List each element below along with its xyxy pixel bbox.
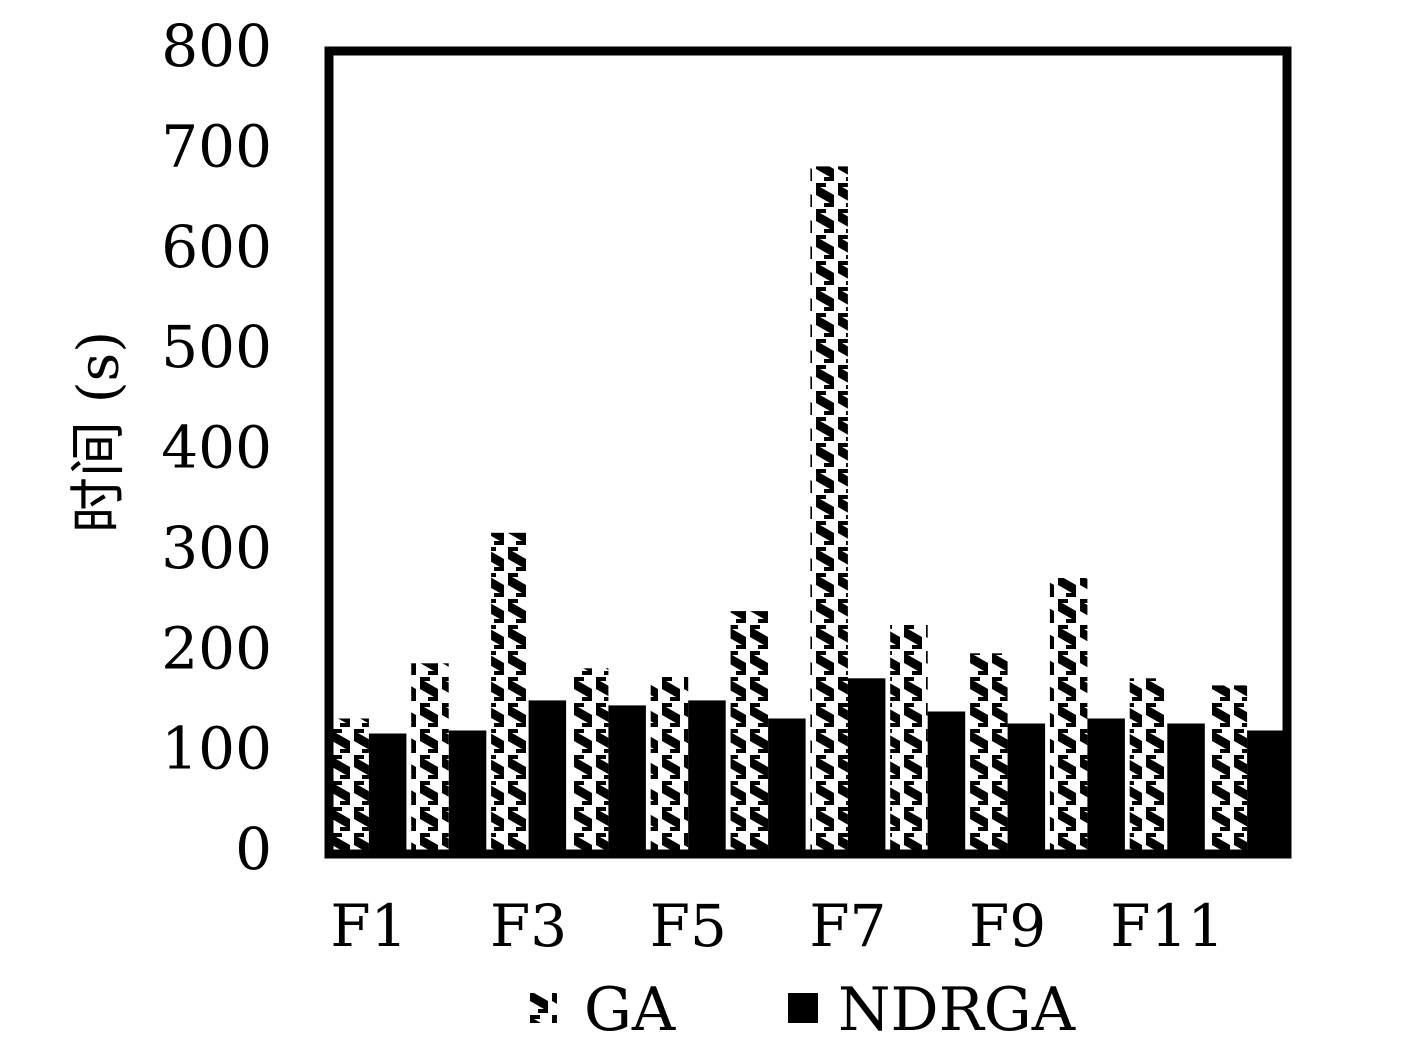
y-tick-label-800: 800 <box>161 12 272 80</box>
x-tick-labels: F1 F3 F5 F7 F9 F11 <box>330 892 1224 960</box>
bar-ga-f11 <box>1129 678 1168 854</box>
bar-ga-f8 <box>890 623 928 854</box>
bar-ndrga-f2 <box>448 730 487 854</box>
x-tick-label-f9: F9 <box>969 892 1046 960</box>
bar-ga-f2 <box>411 663 449 854</box>
bar-ndrga-f11 <box>1167 723 1205 854</box>
bar-ga-f1 <box>331 718 369 854</box>
legend-swatch-ga <box>527 993 557 1023</box>
bar-ndrga-f1 <box>368 733 407 854</box>
bar-ga-f10 <box>1049 578 1088 854</box>
x-tick-label-f11: F11 <box>1110 892 1224 960</box>
y-tick-label-600: 600 <box>161 213 272 281</box>
legend-label-ndrga: NDRGA <box>838 975 1076 1045</box>
bar-ndrga-f12 <box>1247 730 1285 854</box>
x-tick-label-f3: F3 <box>490 892 567 960</box>
bar-ndrga-f9 <box>1007 723 1046 854</box>
bars-group <box>331 166 1285 855</box>
bar-ga-f5 <box>650 675 689 854</box>
legend-label-ga: GA <box>584 975 676 1045</box>
bar-ga-f6 <box>730 611 769 854</box>
legend: GA NDRGA <box>527 975 1076 1045</box>
y-tick-label-500: 500 <box>161 313 272 381</box>
x-tick-label-f1: F1 <box>330 892 407 960</box>
y-tick-label-400: 400 <box>161 414 272 482</box>
bar-ga-f4 <box>570 668 609 854</box>
bar-ndrga-f4 <box>608 705 646 854</box>
y-tick-label-200: 200 <box>161 614 272 682</box>
bar-ndrga-f7 <box>847 678 886 854</box>
bar-ndrga-f3 <box>528 700 567 854</box>
y-tick-labels: 0 100 200 300 400 500 600 700 800 <box>161 12 272 883</box>
y-tick-label-300: 300 <box>161 514 272 582</box>
y-axis-title: 时间 (s) <box>67 331 132 533</box>
bar-ndrga-f8 <box>927 711 966 854</box>
bar-ndrga-f5 <box>688 700 726 854</box>
bar-ga-f7 <box>810 166 848 854</box>
bar-ndrga-f10 <box>1087 718 1125 854</box>
y-tick-label-0: 0 <box>235 815 272 883</box>
legend-swatch-ndrga <box>788 993 818 1023</box>
y-tick-label-700: 700 <box>161 112 272 180</box>
bar-ga-f9 <box>970 653 1008 855</box>
y-tick-label-100: 100 <box>161 715 272 783</box>
x-tick-label-f7: F7 <box>809 892 886 960</box>
x-tick-label-f5: F5 <box>650 892 727 960</box>
bar-ndrga-f6 <box>768 718 806 854</box>
bar-ga-f3 <box>491 532 529 854</box>
bar-ga-f12 <box>1209 685 1248 854</box>
plot-frame <box>324 46 1292 859</box>
